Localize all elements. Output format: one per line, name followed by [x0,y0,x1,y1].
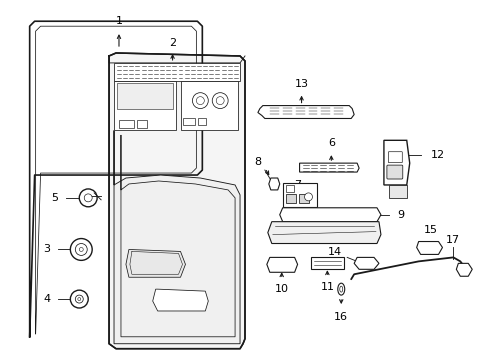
FancyBboxPatch shape [198,118,206,125]
Text: 13: 13 [294,79,309,89]
Polygon shape [153,289,208,311]
Circle shape [193,93,208,109]
Circle shape [305,193,313,201]
Text: 11: 11 [320,282,334,292]
Polygon shape [312,257,344,269]
Circle shape [84,194,92,202]
Polygon shape [416,242,442,255]
FancyBboxPatch shape [286,194,295,203]
FancyBboxPatch shape [387,165,403,179]
Polygon shape [354,257,379,269]
Circle shape [196,96,204,105]
Polygon shape [117,83,172,109]
Text: 15: 15 [423,225,438,235]
Circle shape [79,247,83,251]
Circle shape [71,290,88,308]
Polygon shape [180,81,238,130]
Polygon shape [283,183,318,207]
Circle shape [212,93,228,109]
Text: 4: 4 [44,294,50,304]
Polygon shape [299,163,359,172]
Text: 7: 7 [294,180,301,190]
Ellipse shape [340,286,343,292]
Text: 3: 3 [44,244,50,255]
Polygon shape [384,140,410,185]
Polygon shape [109,53,245,349]
FancyBboxPatch shape [286,185,294,192]
Text: 1: 1 [116,16,122,26]
Polygon shape [456,264,472,276]
Circle shape [79,189,97,207]
Polygon shape [267,257,297,272]
Ellipse shape [338,283,345,295]
Circle shape [71,239,92,260]
Polygon shape [114,130,240,344]
Polygon shape [280,208,381,222]
Text: 9: 9 [397,210,404,220]
Text: 6: 6 [328,138,335,148]
Polygon shape [268,222,381,243]
Text: 12: 12 [431,150,445,160]
FancyBboxPatch shape [137,121,147,129]
FancyBboxPatch shape [183,118,196,125]
Text: 8: 8 [255,157,262,167]
Polygon shape [258,105,354,118]
Text: 5: 5 [51,193,58,203]
Text: 10: 10 [275,284,289,294]
Text: 16: 16 [334,312,348,322]
Polygon shape [114,63,240,81]
Circle shape [75,295,83,303]
Polygon shape [389,185,407,198]
Text: 2: 2 [169,38,176,48]
Polygon shape [269,178,280,190]
Circle shape [75,243,87,255]
Polygon shape [126,249,185,277]
Circle shape [78,298,81,301]
FancyBboxPatch shape [389,152,402,163]
FancyBboxPatch shape [298,194,309,203]
Text: 14: 14 [328,247,342,257]
Circle shape [216,96,224,105]
Polygon shape [114,81,175,130]
Text: 17: 17 [446,234,461,244]
FancyBboxPatch shape [119,121,134,129]
